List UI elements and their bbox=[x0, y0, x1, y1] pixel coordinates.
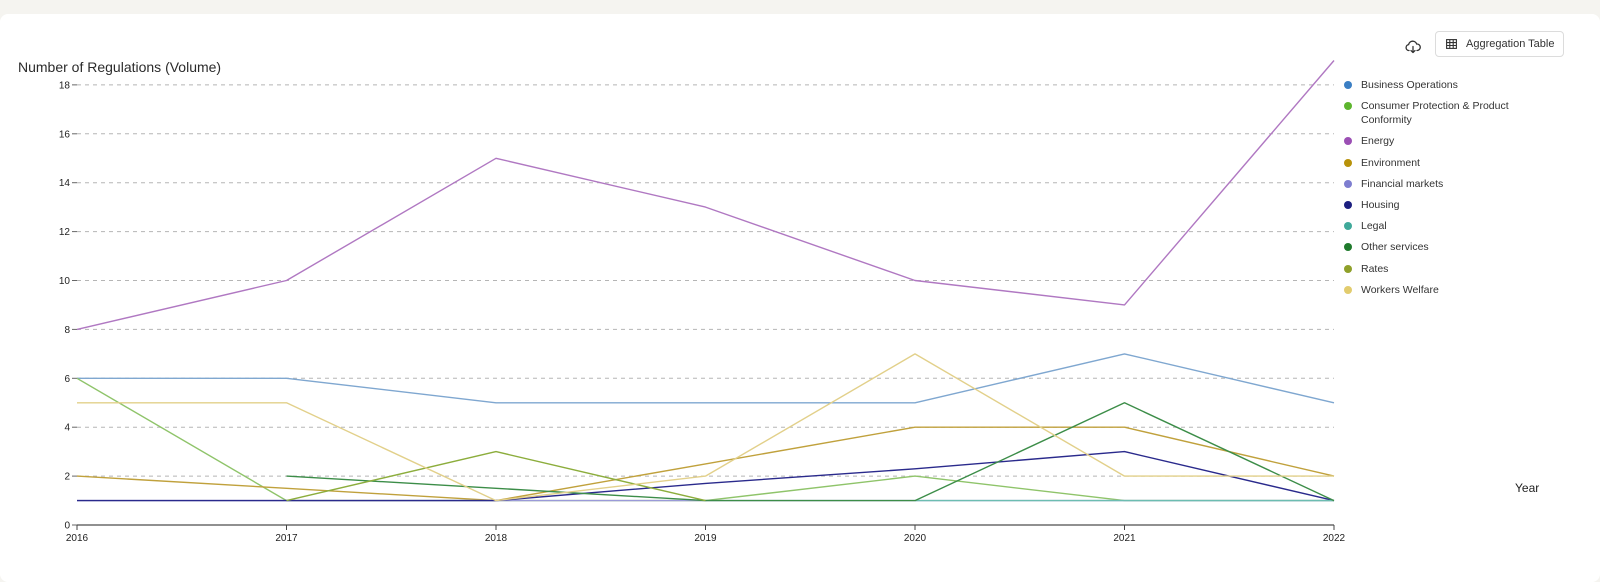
legend-dot bbox=[1344, 200, 1352, 209]
legend-dot bbox=[1344, 81, 1352, 89]
legend-item-other-services[interactable]: Other services bbox=[1344, 240, 1534, 254]
legend-item-rates[interactable]: Rates bbox=[1344, 262, 1534, 276]
legend-label: Energy bbox=[1361, 135, 1395, 148]
y-tick-label: 10 bbox=[59, 276, 71, 287]
legend-label: Legal bbox=[1361, 220, 1387, 233]
y-tick-label: 16 bbox=[59, 129, 71, 140]
x-axis-label: Year bbox=[1515, 481, 1540, 495]
chart-legend: Business Operations Consumer Protection &… bbox=[1344, 78, 1534, 304]
legend-item-environment[interactable]: Environment bbox=[1344, 156, 1534, 170]
legend-dot bbox=[1344, 285, 1352, 294]
legend-dot bbox=[1344, 264, 1352, 273]
x-tick-label: 2021 bbox=[1113, 533, 1136, 544]
legend-dot bbox=[1344, 158, 1352, 167]
legend-dot bbox=[1344, 243, 1352, 252]
y-tick-label: 4 bbox=[64, 423, 70, 434]
y-tick-label: 18 bbox=[59, 80, 71, 91]
series-line-other-services bbox=[286, 402, 1335, 502]
series-line-environment bbox=[76, 426, 1335, 502]
x-tick-label: 2019 bbox=[694, 533, 717, 544]
cloud-download-icon bbox=[1405, 40, 1421, 54]
legend-label: Rates bbox=[1361, 262, 1389, 275]
legend-label: Financial markets bbox=[1361, 177, 1444, 190]
legend-item-workers-welfare[interactable]: Workers Welfare bbox=[1344, 283, 1534, 297]
x-tick-label: 2022 bbox=[1323, 533, 1346, 544]
series-line-consumer-protection-product-conformity bbox=[76, 377, 1334, 502]
x-tick-label: 2016 bbox=[66, 533, 89, 544]
legend-dot bbox=[1344, 179, 1352, 188]
x-tick-label: 2017 bbox=[275, 533, 298, 544]
aggregation-table-button[interactable]: Aggregation Table bbox=[1435, 31, 1565, 57]
y-tick-label: 8 bbox=[64, 325, 70, 336]
x-tick-label: 2018 bbox=[485, 533, 508, 544]
y-tick-label: 6 bbox=[64, 374, 70, 385]
aggregation-table-label: Aggregation Table bbox=[1466, 38, 1555, 50]
legend-item-legal[interactable]: Legal bbox=[1344, 219, 1534, 233]
legend-item-energy[interactable]: Energy bbox=[1344, 134, 1534, 148]
x-tick-label: 2020 bbox=[904, 533, 927, 544]
chart-card: 0 2 4 6 8 10 12 14 16 18 2016 2017 2018 2019 2020 2021 2… bbox=[0, 14, 1600, 582]
series-line-business-operations bbox=[77, 353, 1335, 404]
y-tick-label: 2 bbox=[64, 472, 70, 483]
line-chart: 0 2 4 6 8 10 12 14 16 18 2016 2017 2018 2019 2020 2021 2… bbox=[59, 60, 1346, 544]
legend-label: Consumer Protection & Product Conformity bbox=[1361, 100, 1509, 127]
download-button[interactable] bbox=[1400, 34, 1426, 60]
y-tick-label: 12 bbox=[59, 227, 71, 238]
chart-title: Number of Regulations (Volume) bbox=[18, 59, 222, 75]
legend-item-financial-markets[interactable]: Financial markets bbox=[1344, 177, 1534, 191]
legend-label: Environment bbox=[1361, 156, 1420, 169]
table-grid-icon bbox=[1446, 39, 1457, 49]
legend-dot bbox=[1344, 102, 1352, 111]
legend-label: Business Operations bbox=[1361, 79, 1458, 91]
y-tick-label: 14 bbox=[59, 178, 71, 189]
series-line-workers-welfare bbox=[77, 353, 1334, 502]
legend-label: Workers Welfare bbox=[1361, 283, 1439, 296]
legend-label: Housing bbox=[1361, 198, 1400, 211]
legend-item-consumer-protection-product-conformity[interactable]: Consumer Protection & Product Conformity bbox=[1344, 99, 1534, 127]
legend-item-housing[interactable]: Housing bbox=[1344, 198, 1534, 212]
legend-label: Other services bbox=[1361, 241, 1429, 254]
series-line-energy bbox=[76, 60, 1335, 331]
legend-item-business-operations[interactable]: Business Operations bbox=[1344, 78, 1534, 92]
y-tick-label: 0 bbox=[64, 521, 70, 532]
legend-dot bbox=[1344, 137, 1352, 146]
legend-dot bbox=[1344, 222, 1352, 231]
